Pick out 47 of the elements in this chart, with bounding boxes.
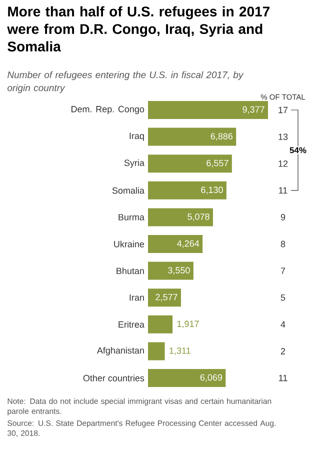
y-tick-label: Eritrea [118,321,144,328]
data-label: 5,078 [188,213,210,221]
text: 9 [280,214,286,220]
y-tick-label: Iran [130,294,144,301]
bar [148,181,226,200]
bar [148,128,236,146]
text: 13 [278,134,288,140]
data-label: 1,917 [177,320,199,328]
y-tick-label: Syria [124,159,144,168]
bar [148,154,232,173]
y-tick-label: Other countries [83,374,144,382]
bar [148,262,194,280]
text: 17 [278,106,288,114]
y-tick-label: Ukraine [114,240,144,248]
data-label: 3,550 [168,267,190,275]
y-tick-label: Burma [118,214,144,220]
y-tick-label: Dem. Rep. Congo [72,106,144,114]
data-label: 4,264 [177,240,200,248]
bar [148,235,203,254]
text: 11 [279,374,288,382]
bar [148,369,226,387]
chart-subtitle: Number of refugees entering the U.S. in fiscal 2017, by origin country [8,71,244,94]
y-tick-label: Iraq [130,132,144,141]
text: 12 [278,160,288,167]
text: 54% [290,147,306,154]
text: 4 [280,321,286,328]
data-label: 6,069 [200,374,222,382]
data-label: 1,311 [170,347,190,355]
data-label: 6,886 [210,133,233,141]
y-tick-label: Bhutan [116,268,144,274]
text: 5 [280,294,286,301]
chart-title: More than half of U.S. refugees in 2017 were from D.R. Congo, Iraq, Syria and Somalia [7,6,270,52]
text: 11 [279,187,288,194]
y-tick-label: Somalia [112,187,144,194]
bar [148,315,173,334]
text: 7 [280,268,286,274]
text: 2 [280,348,286,354]
y-tick-label: Afghanistan [96,347,144,356]
data-label: 2,577 [156,294,178,302]
bar [148,342,165,360]
data-label: 9,377 [242,106,264,114]
bar [148,101,268,120]
bar [148,288,181,307]
bar [148,208,213,226]
data-label: 6,557 [206,160,228,168]
data-label: 6,130 [201,186,223,194]
text: 8 [280,240,286,248]
